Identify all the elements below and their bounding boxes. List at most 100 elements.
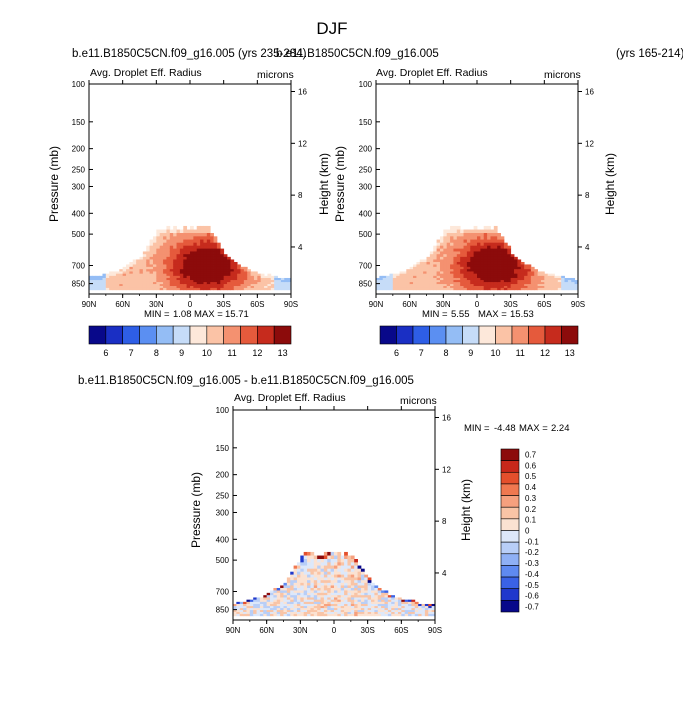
heatmap-cell	[507, 264, 512, 268]
heatmap-cell	[296, 562, 301, 566]
heatmap-cell	[443, 261, 448, 265]
colorbar-label: -0.7	[525, 603, 539, 612]
heatmap-cell	[303, 590, 308, 594]
heatmap-cell	[510, 261, 515, 265]
heatmap-cell	[260, 275, 265, 279]
heatmap-cell	[323, 597, 328, 601]
heatmap-cell	[92, 286, 97, 289]
heatmap-cell	[473, 229, 478, 234]
heatmap-cell	[92, 282, 97, 285]
heatmap-cell	[396, 282, 400, 285]
heatmap-cell	[381, 592, 385, 596]
heatmap-cell	[386, 287, 390, 291]
heatmap-cell	[379, 284, 384, 287]
heatmap-cell	[122, 277, 127, 281]
heatmap-cell	[206, 254, 211, 258]
heatmap-cell	[460, 287, 464, 291]
heatmap-cell	[213, 239, 218, 244]
heatmap-cell	[179, 239, 184, 244]
heatmap-cell	[220, 269, 225, 272]
heatmap-cell	[320, 562, 325, 566]
heatmap-cell	[237, 275, 241, 279]
heatmap-cell	[377, 608, 382, 611]
heatmap-cell	[206, 280, 211, 283]
heatmap-cell	[122, 284, 127, 287]
heatmap-cell	[169, 273, 174, 277]
heatmap-cell	[273, 592, 278, 596]
heatmap-cell	[460, 229, 464, 234]
heatmap-cell	[220, 275, 225, 279]
heatmap-cell	[354, 613, 358, 617]
colorbar-box	[379, 325, 397, 345]
heatmap-cell	[327, 559, 332, 563]
heatmap-cell	[567, 277, 572, 281]
heatmap-cell	[428, 606, 433, 609]
heatmap-cell	[216, 266, 221, 270]
heatmap-cell	[500, 284, 505, 287]
heatmap-cell	[401, 606, 406, 609]
heatmap-cell	[500, 259, 505, 263]
heatmap-cell	[460, 269, 464, 272]
heatmap-cell	[517, 271, 522, 275]
heatmap-cell	[371, 599, 375, 603]
heatmap-cell	[466, 242, 471, 247]
heatmap-cell	[334, 590, 338, 594]
heatmap-cell	[156, 275, 161, 279]
heatmap-cell	[243, 275, 248, 279]
heatmap-cell	[270, 286, 275, 289]
heatmap-cell	[179, 284, 184, 287]
heatmap-cell	[296, 585, 301, 589]
heatmap-cell	[527, 273, 532, 277]
y-tick-label: 400	[216, 535, 230, 544]
heatmap-cell	[392, 273, 397, 277]
heatmap-cell	[159, 273, 164, 277]
heatmap-cell	[253, 277, 258, 281]
colorbar-label: 0.1	[525, 516, 537, 525]
heatmap-cell	[112, 275, 117, 279]
heatmap-cell	[296, 612, 301, 615]
heatmap-cell	[283, 612, 288, 615]
heatmap-cell	[490, 248, 495, 252]
heatmap-cell	[524, 282, 528, 285]
heatmap-cell	[300, 568, 305, 573]
heatmap-cell	[139, 269, 144, 272]
heatmap-cell	[290, 574, 294, 578]
heatmap-cell	[503, 277, 508, 281]
heatmap-cell	[384, 608, 389, 611]
heatmap-cell	[371, 590, 375, 594]
heatmap-cell	[377, 603, 382, 607]
heatmap-cell	[276, 595, 281, 598]
heatmap-cell	[401, 610, 406, 613]
heatmap-cell	[413, 280, 417, 283]
heatmap-cell	[424, 610, 429, 613]
heatmap-cell	[216, 251, 221, 255]
heatmap-cell	[394, 599, 399, 603]
heatmap-cell	[213, 248, 218, 252]
heatmap-cell	[520, 277, 525, 281]
heatmap-cell	[193, 233, 198, 237]
heatmap-cell	[503, 286, 508, 289]
heatmap-cell	[350, 599, 355, 603]
heatmap-cell	[259, 610, 264, 613]
heatmap-cell	[274, 280, 278, 283]
heatmap-cell	[274, 286, 278, 289]
heatmap-cell	[233, 264, 238, 268]
heatmap-cell	[270, 282, 275, 285]
heatmap-cell	[290, 587, 294, 591]
heatmap-cell	[152, 251, 157, 255]
heatmap-cell	[330, 599, 335, 603]
heatmap-cell	[179, 282, 184, 285]
heatmap-cell	[429, 269, 434, 272]
heatmap-cell	[473, 269, 478, 272]
heatmap-cell	[273, 613, 278, 617]
heatmap-cell	[466, 266, 471, 270]
heatmap-cell	[126, 275, 130, 279]
heatmap-cell	[169, 261, 174, 265]
heatmap-cell	[99, 286, 103, 289]
heatmap-cell	[119, 284, 124, 287]
colorbar-box	[500, 518, 520, 531]
heatmap-cell	[527, 271, 532, 275]
heatmap-cell	[146, 284, 150, 287]
heatmap-cell	[206, 233, 211, 237]
heatmap-cell	[413, 271, 417, 275]
